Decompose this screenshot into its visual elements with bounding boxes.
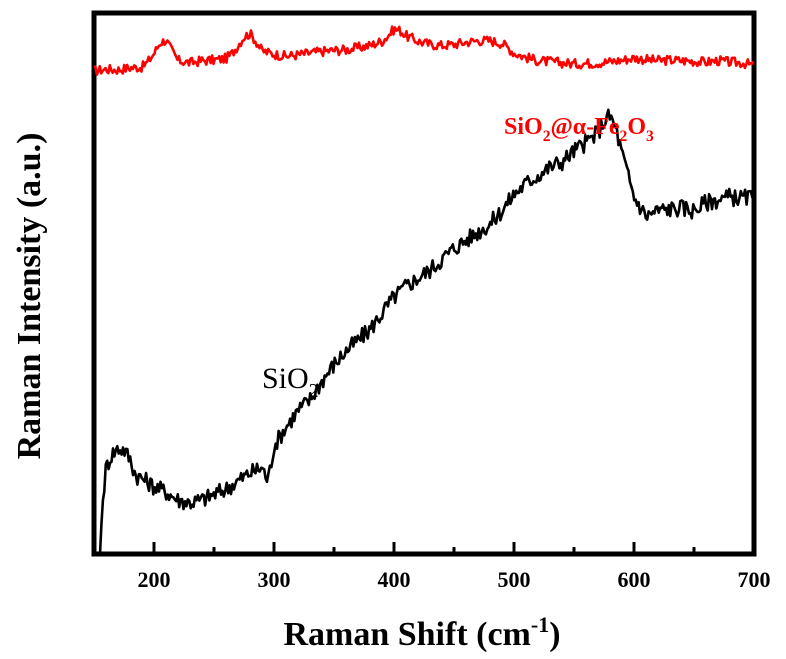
- x-tick-label: 600: [618, 567, 651, 592]
- series-label-1: SiO2: [262, 362, 318, 402]
- x-tick-label: 200: [138, 567, 171, 592]
- x-tick-label: 700: [738, 567, 771, 592]
- x-tick-label: 400: [378, 567, 411, 592]
- y-axis-title: Raman Intensity (a.u.): [11, 133, 48, 460]
- x-axis-title: Raman Shift (cm-1): [283, 612, 560, 653]
- series-line-1: [98, 108, 756, 555]
- series-label-0: SiO2@α-Fe2O3: [504, 114, 654, 145]
- series-line-0: [93, 25, 755, 76]
- x-tick-label: 300: [258, 567, 291, 592]
- x-tick-label: 500: [498, 567, 531, 592]
- plot-frame: [91, 10, 757, 557]
